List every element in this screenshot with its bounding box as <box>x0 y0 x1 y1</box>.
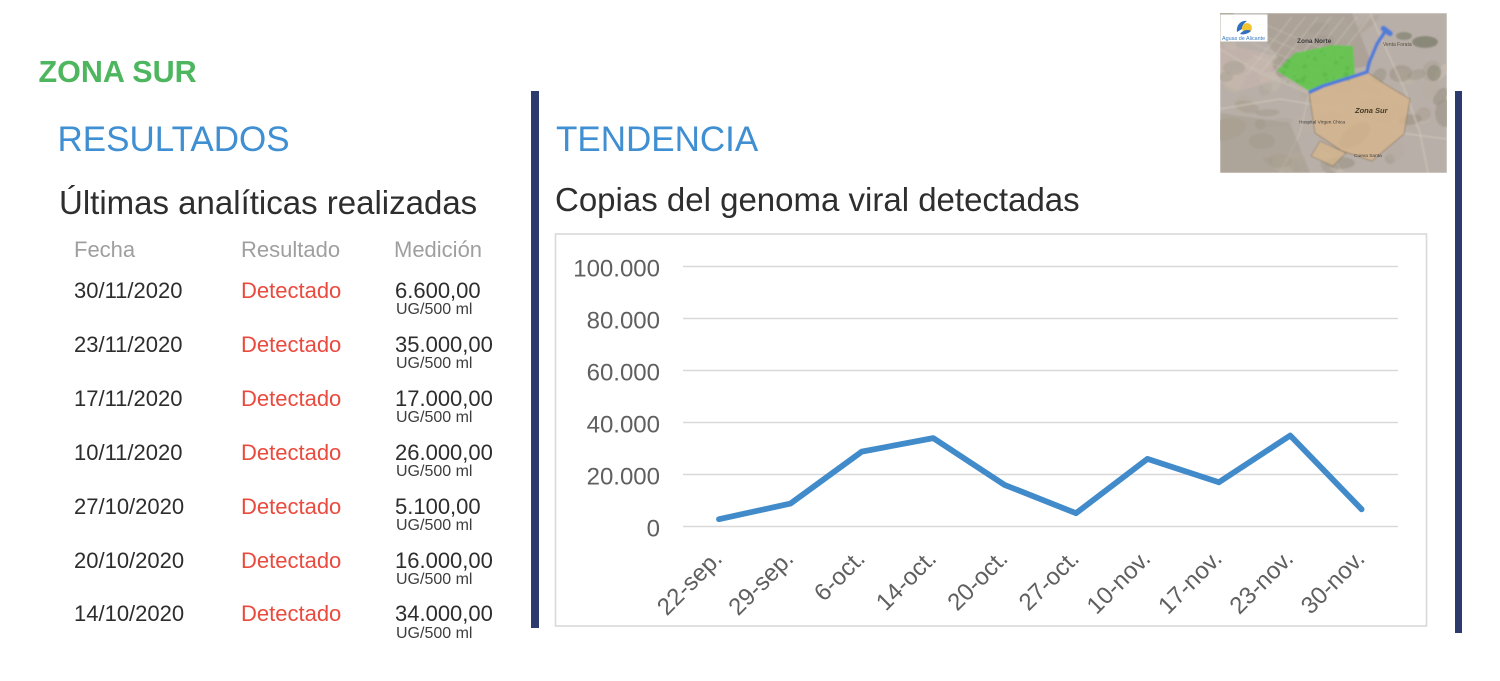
svg-text:Zona Sur: Zona Sur <box>1354 106 1389 115</box>
svg-text:30-nov.: 30-nov. <box>1296 545 1370 619</box>
svg-text:Aguas de Alicante: Aguas de Alicante <box>1222 36 1265 42</box>
svg-text:Venta Forata: Venta Forata <box>1383 42 1412 48</box>
svg-text:20.000: 20.000 <box>587 464 660 491</box>
svg-text:Zona Norte: Zona Norte <box>1297 38 1332 45</box>
svg-text:23-nov.: 23-nov. <box>1224 545 1298 619</box>
svg-text:100.000: 100.000 <box>573 256 660 283</box>
svg-text:27-oct.: 27-oct. <box>1014 545 1085 616</box>
svg-text:6-oct.: 6-oct. <box>809 545 871 607</box>
svg-text:14-oct.: 14-oct. <box>871 545 942 616</box>
svg-text:60.000: 60.000 <box>587 360 660 387</box>
svg-text:29-sep.: 29-sep. <box>723 545 799 621</box>
svg-text:80.000: 80.000 <box>587 308 660 335</box>
svg-text:22-sep.: 22-sep. <box>652 545 728 621</box>
svg-text:0: 0 <box>647 516 660 543</box>
svg-text:Hospital Virgen Chica: Hospital Virgen Chica <box>1299 120 1345 126</box>
svg-text:17-nov.: 17-nov. <box>1153 545 1227 619</box>
svg-text:10-nov.: 10-nov. <box>1082 545 1156 619</box>
svg-text:40.000: 40.000 <box>587 412 660 439</box>
svg-text:Cueva Santa: Cueva Santa <box>1354 153 1382 159</box>
svg-text:20-oct.: 20-oct. <box>942 545 1013 616</box>
